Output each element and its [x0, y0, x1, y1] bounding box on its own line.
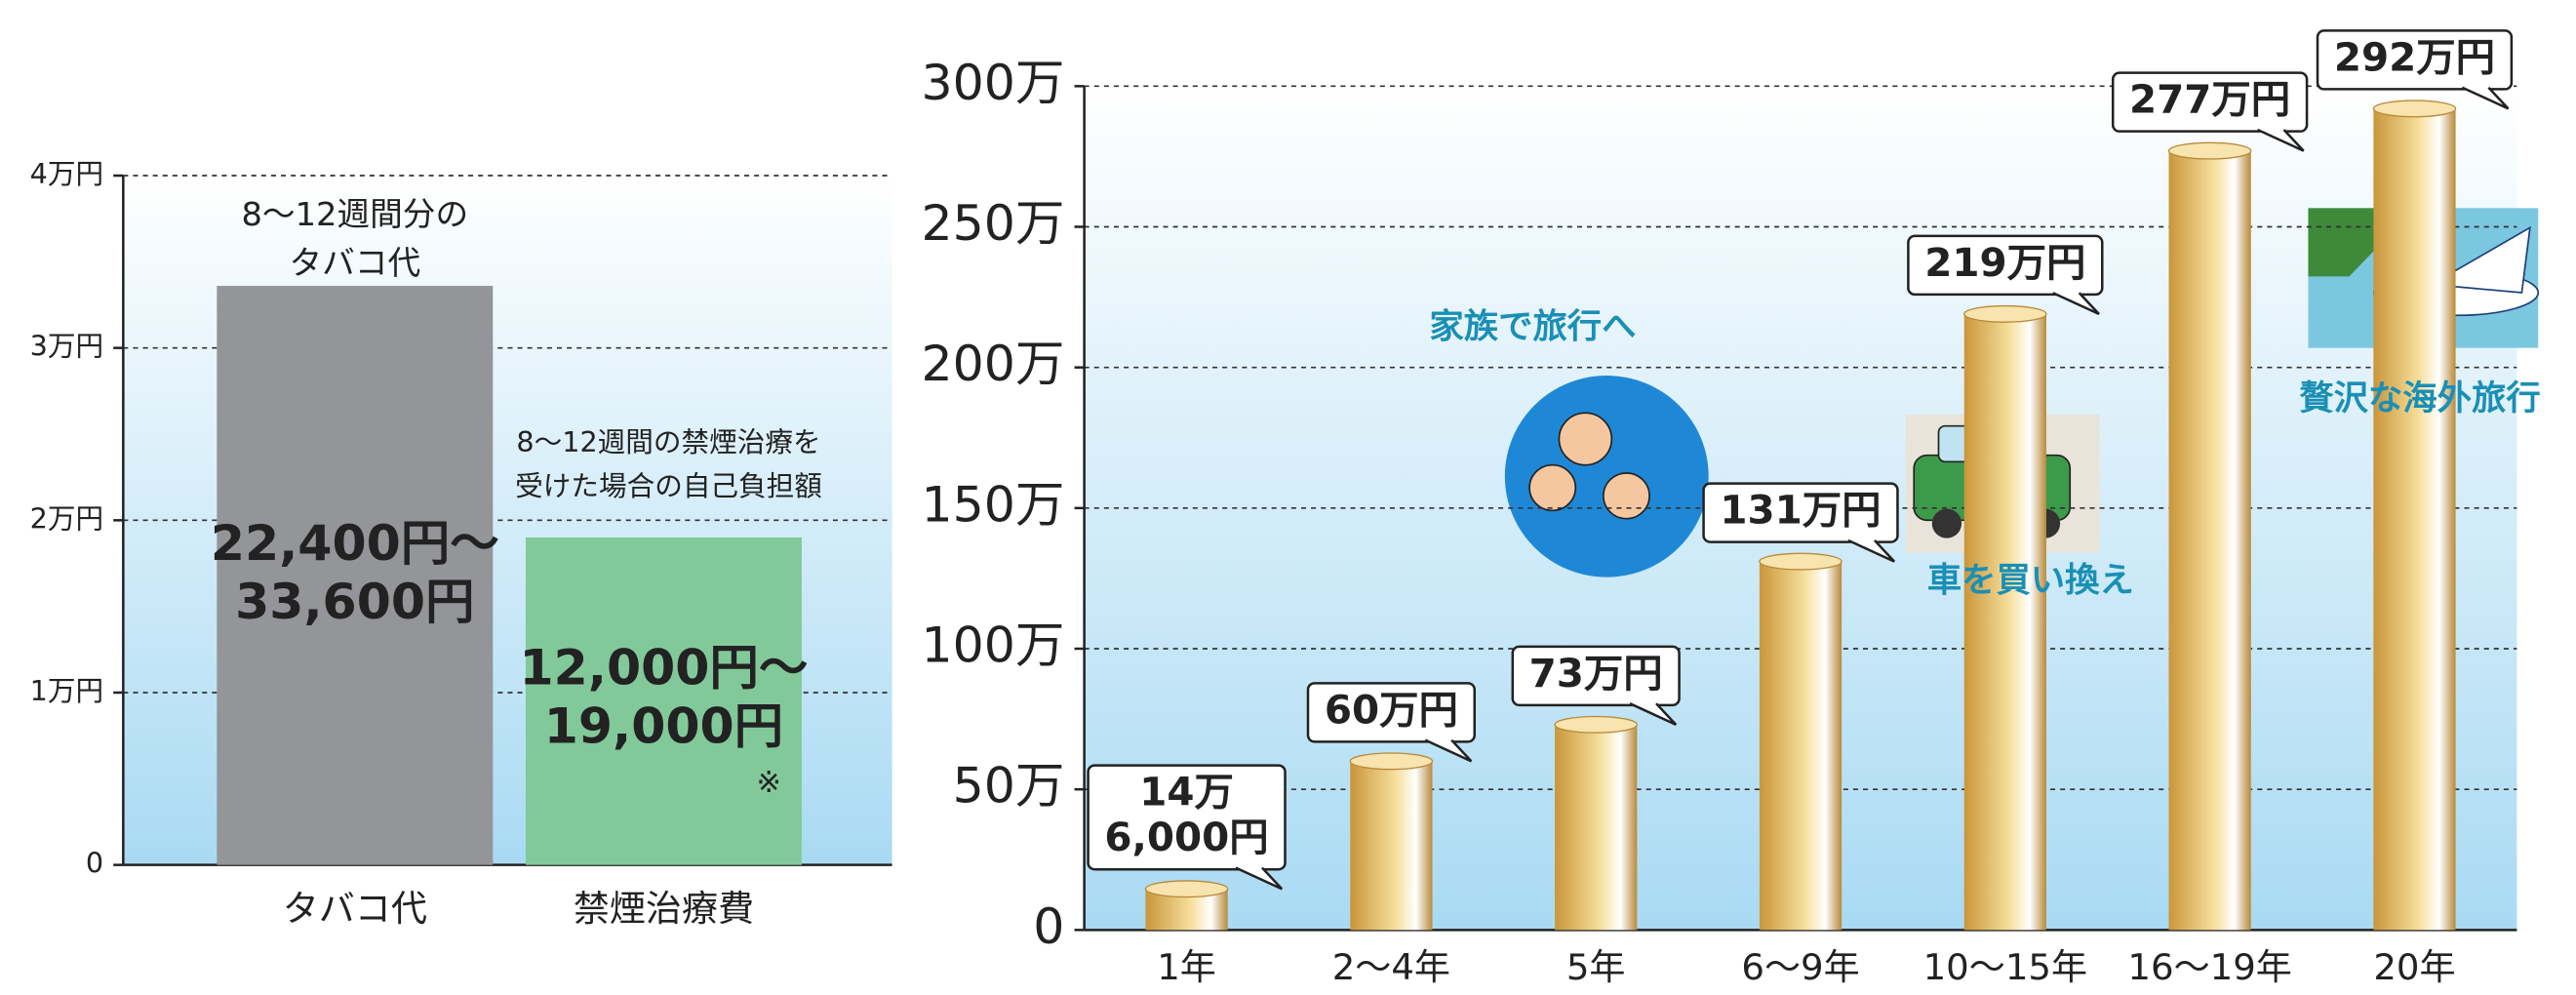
y-tick-label: 2万円 — [30, 502, 103, 535]
bar-top — [2373, 100, 2455, 117]
x-tick-label: タバコ代 — [283, 888, 427, 930]
y-tick-label: 300万 — [921, 54, 1064, 111]
x-tick-label: 16～19年 — [2127, 946, 2291, 988]
annotation: 車を買い換え — [1927, 561, 2134, 601]
y-tick-label: 0 — [86, 848, 103, 880]
family-illustration — [1505, 376, 1709, 577]
x-tick-label: 6～9年 — [1741, 946, 1859, 988]
value-label: 219万円 — [1924, 241, 2085, 286]
page: 0 1万円 2万円 3万円 4万円タバコ代 22,400円～33,600円禁煙治療費 12,… — [0, 0, 2576, 995]
x-tick-label: 禁煙治療費 — [574, 888, 754, 930]
bar — [2169, 151, 2251, 931]
bar — [1555, 725, 1637, 930]
x-tick-label: 20年 — [2373, 946, 2455, 988]
value-label-line: 22,400円～ — [211, 514, 499, 572]
y-tick-label: 100万 — [921, 617, 1064, 674]
value-label-line: 33,600円 — [235, 573, 474, 630]
y-tick-label: 0 — [1033, 897, 1064, 955]
x-tick-label: 5年 — [1566, 946, 1626, 988]
value-label: 60万円 — [1325, 688, 1458, 733]
bar-top — [1555, 717, 1637, 734]
annotation: ※ — [757, 766, 781, 800]
bar-top — [1350, 753, 1432, 770]
y-tick-label: 250万 — [921, 194, 1064, 252]
bar — [2373, 108, 2455, 930]
value-label: 277万円 — [2129, 78, 2290, 123]
y-tick-label: 200万 — [921, 335, 1064, 392]
annotation: 家族で旅行へ — [1429, 307, 1636, 347]
value-label-line: 19,000円 — [544, 696, 783, 754]
annotation: 受けた場合の自己負担額 — [515, 470, 822, 502]
annotation: タバコ代 — [289, 244, 420, 282]
value-label-line: 12,000円～ — [519, 638, 808, 696]
y-tick-label: 4万円 — [30, 158, 103, 190]
x-tick-label: 10～15年 — [1923, 946, 2087, 988]
y-tick-label: 3万円 — [30, 331, 103, 363]
value-label: 6,000円 — [1104, 816, 1268, 860]
bar — [1350, 761, 1432, 930]
value-label: 131万円 — [1720, 489, 1881, 534]
bar-top — [1760, 553, 1842, 570]
value-label: 73万円 — [1529, 652, 1663, 696]
x-tick-label: 2～4年 — [1332, 946, 1450, 988]
value-label: 22,400円～33,600円 — [211, 514, 499, 630]
value-label: 292万円 — [2334, 36, 2495, 81]
y-tick-label: 150万 — [921, 476, 1064, 534]
bar-top — [1145, 881, 1227, 897]
annotation: 8～12週間分の — [241, 195, 468, 233]
bar — [1964, 314, 2046, 930]
bar-top — [1964, 306, 2046, 323]
bar — [1760, 562, 1842, 931]
bar-top — [2169, 142, 2251, 159]
x-tick-label: 1年 — [1157, 946, 1216, 988]
y-tick-label: 50万 — [953, 757, 1065, 815]
annotation: 贅沢な海外旅行 — [2299, 378, 2541, 418]
value-label: 14万 — [1139, 771, 1234, 816]
value-label: 12,000円～19,000円 — [519, 638, 808, 754]
annotation: 8～12週間の禁煙治療を — [516, 426, 820, 458]
y-tick-label: 1万円 — [30, 675, 103, 707]
